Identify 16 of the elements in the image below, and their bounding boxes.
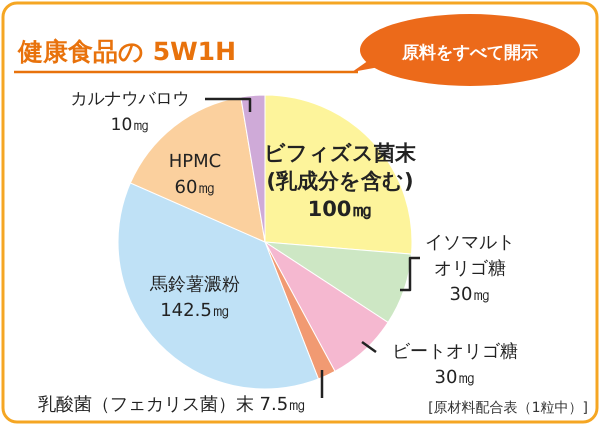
data-label: 30㎎	[434, 367, 476, 388]
data-label: 142.5㎎	[160, 300, 230, 321]
text: 原料をすべて開示	[401, 43, 538, 63]
slice-label: ビフィズス菌末(乳成分を含む)	[264, 141, 417, 193]
text: [原材料配合表（1粒中）]	[428, 400, 588, 416]
data-label: 60㎎	[174, 177, 216, 198]
slice-label: 乳酸菌（フェカリス菌）末 7.5㎎	[38, 394, 306, 415]
chart-title: 健康食品の 5W1H	[17, 37, 236, 66]
data-label: 30㎎	[450, 284, 490, 305]
slice-label: イソマルトオリゴ糖	[425, 232, 515, 279]
data-label: 100㎎	[308, 197, 372, 221]
slice-label: カルナウバロウ	[70, 89, 190, 109]
data-label: 10㎎	[110, 115, 150, 135]
slice-label: 馬鈴薯澱粉	[149, 274, 240, 295]
slice-label: HPMC	[168, 151, 222, 172]
slice-label: ビートオリゴ糖	[392, 341, 518, 362]
